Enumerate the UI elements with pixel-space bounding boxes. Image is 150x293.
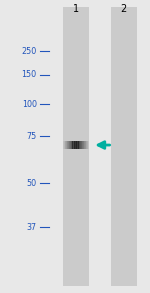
Bar bbox=[76, 141, 77, 149]
Bar bbox=[74, 141, 75, 149]
Bar bbox=[64, 141, 65, 149]
Text: 75: 75 bbox=[27, 132, 37, 141]
Bar bbox=[69, 141, 70, 149]
Text: 37: 37 bbox=[27, 223, 37, 231]
Bar bbox=[66, 141, 67, 149]
Text: 250: 250 bbox=[21, 47, 37, 56]
Bar bbox=[78, 141, 79, 149]
Bar bbox=[71, 141, 72, 149]
Bar bbox=[65, 141, 66, 149]
Bar bbox=[70, 141, 71, 149]
Text: 150: 150 bbox=[22, 70, 37, 79]
Bar bbox=[80, 141, 81, 149]
Bar bbox=[74, 141, 75, 149]
Bar bbox=[63, 7, 89, 286]
Bar bbox=[87, 141, 88, 149]
Bar bbox=[72, 141, 73, 149]
Bar bbox=[81, 141, 82, 149]
Bar bbox=[83, 141, 84, 149]
Text: 100: 100 bbox=[22, 100, 37, 108]
Bar bbox=[82, 141, 83, 149]
Bar bbox=[63, 141, 64, 149]
Bar bbox=[82, 141, 83, 149]
Text: 50: 50 bbox=[27, 179, 37, 188]
Bar bbox=[73, 141, 74, 149]
Bar bbox=[72, 141, 73, 149]
Bar bbox=[70, 141, 71, 149]
Bar bbox=[80, 141, 81, 149]
Text: 1: 1 bbox=[73, 4, 79, 14]
Bar bbox=[75, 141, 76, 149]
Bar bbox=[78, 141, 79, 149]
Bar bbox=[86, 141, 87, 149]
Bar bbox=[111, 7, 137, 286]
Bar bbox=[84, 141, 85, 149]
Text: 2: 2 bbox=[121, 4, 127, 14]
Bar bbox=[88, 141, 89, 149]
Bar bbox=[67, 141, 68, 149]
Bar bbox=[77, 141, 78, 149]
Bar bbox=[68, 141, 69, 149]
Bar bbox=[85, 141, 86, 149]
Bar bbox=[79, 141, 80, 149]
